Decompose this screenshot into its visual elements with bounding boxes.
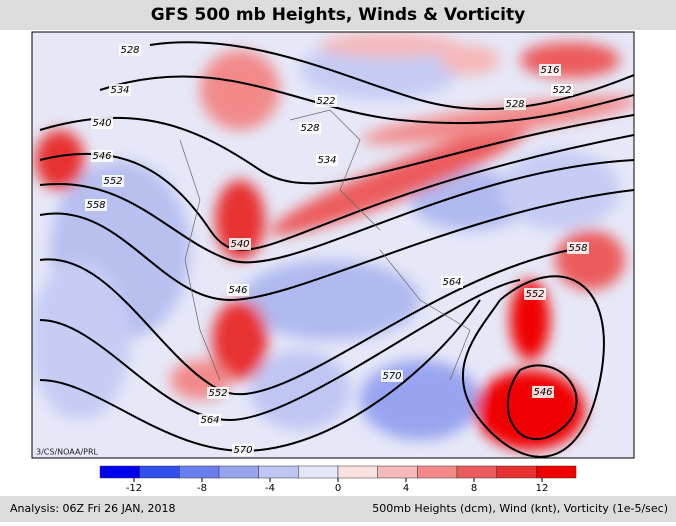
colorbar-cell [456, 465, 497, 479]
contour-label-bg [199, 414, 221, 426]
contour-label-bg [532, 386, 554, 398]
contour-label-bg [299, 122, 321, 134]
colorbar-tick-label: 0 [335, 483, 341, 494]
contour-label-bg [524, 288, 546, 300]
contour-label: 570 [382, 371, 401, 382]
colorbar-cell [536, 465, 577, 479]
contour-label-bg [539, 64, 561, 76]
contour-label: 528 [120, 45, 139, 56]
contour-label: 540 [92, 118, 111, 129]
contour-label-bg [316, 154, 338, 166]
contour-label: 534 [317, 155, 336, 166]
title-bar [0, 0, 676, 30]
contour-label-bg [227, 284, 249, 296]
contour-label: 546 [228, 285, 247, 296]
contour-label: 558 [86, 200, 105, 211]
contour-label-bg [207, 387, 229, 399]
colorbar-cell [218, 465, 259, 479]
contour-label-bg [551, 84, 573, 96]
colorbar-tick-label: -12 [126, 483, 142, 494]
contour-label-bg [119, 44, 141, 56]
colorbar-cell [496, 465, 537, 479]
contour-label-bg [91, 150, 113, 162]
contour-label: 564 [200, 415, 219, 426]
contour-label-bg [504, 98, 526, 110]
colorbar-cell [258, 465, 299, 479]
contour-label-bg [229, 238, 251, 250]
contour-label: 528 [300, 123, 319, 134]
colorbar-tick-label: 12 [536, 483, 549, 494]
colorbar-cell [99, 465, 140, 479]
contour-label-bg [232, 444, 254, 456]
map [32, 32, 634, 458]
colorbar-cell [417, 465, 458, 479]
title: GFS 500 mb Heights, Winds & Vorticity [151, 5, 525, 25]
contour-label: 522 [316, 96, 335, 107]
contour-label: 558 [568, 243, 587, 254]
contour-label-bg [315, 95, 337, 107]
contour-label: 534 [110, 85, 129, 96]
contour-label: 564 [442, 277, 461, 288]
contour-label: 552 [525, 289, 544, 300]
contour-label-bg [85, 199, 107, 211]
colorbar-tick-label: 4 [403, 483, 409, 494]
footer-right: 500mb Heights (dcm), Wind (knt), Vortici… [372, 502, 668, 515]
colorbar-tick-label: -8 [197, 483, 207, 494]
contour-label-bg [441, 276, 463, 288]
colorbar-cell [337, 465, 378, 479]
contour-label-bg [567, 242, 589, 254]
contour-label-bg [102, 175, 124, 187]
colorbar-tick-label: -4 [265, 483, 275, 494]
colorbar-cell [377, 465, 418, 479]
colorbar-tick-label: 8 [471, 483, 477, 494]
contour-label-bg [91, 117, 113, 129]
contour-label-bg [381, 370, 403, 382]
colorbar-cell [298, 465, 339, 479]
contour-label: 540 [230, 239, 249, 250]
footer-bar [0, 496, 676, 522]
contour-label: 552 [208, 388, 227, 399]
contour-label: 522 [552, 85, 571, 96]
contour-label: 546 [533, 387, 552, 398]
contour-label: 546 [92, 151, 111, 162]
contour-label-bg [109, 84, 131, 96]
credit: 3/CS/NOAA/PRL [36, 448, 99, 457]
contour-label: 552 [103, 176, 122, 187]
contour-label: 528 [505, 99, 524, 110]
colorbar-cell [139, 465, 180, 479]
map-frame [31, 31, 635, 459]
contour-label: 516 [540, 65, 559, 76]
footer-left: Analysis: 06Z Fri 26 JAN, 2018 [10, 502, 175, 515]
contour-label: 570 [233, 445, 252, 456]
colorbar-cell [179, 465, 220, 479]
